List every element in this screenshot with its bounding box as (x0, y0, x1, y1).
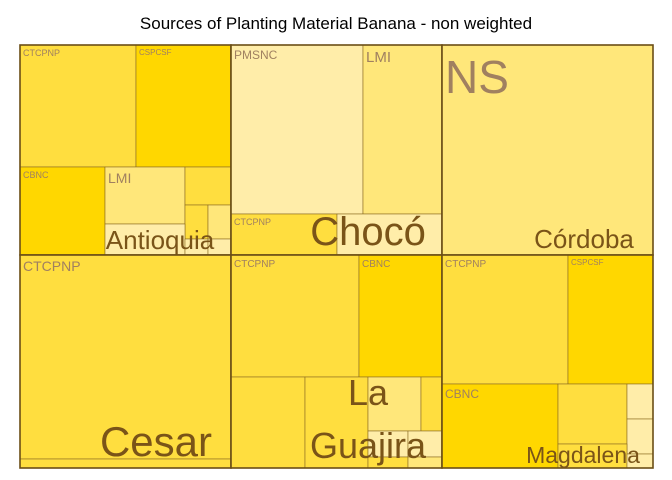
treemap-cell (367, 430, 409, 458)
cell-label: CTCPNP (23, 258, 81, 274)
group-border (441, 254, 654, 469)
treemap-group-la-guajira: CTCPNP CBNC (230, 254, 443, 469)
cell-label: CTCPNP (445, 259, 486, 270)
treemap-cell (304, 376, 369, 469)
treemap-cell (407, 430, 443, 458)
treemap-cell (367, 376, 422, 432)
group-label: Chocó (310, 210, 426, 254)
treemap-cell (230, 254, 360, 378)
cell-label: CBNC (362, 259, 390, 270)
group-label: Cesar (100, 418, 212, 465)
cell-label: CTCPNP (23, 48, 60, 58)
cell-label: LMI (366, 49, 391, 66)
treemap-cell (557, 383, 628, 445)
cell-label: CTCPNP (234, 217, 271, 227)
treemap-cell (19, 44, 137, 168)
treemap-cell (362, 44, 443, 215)
cell-label: CBNC (445, 387, 479, 401)
treemap-cell (230, 376, 306, 469)
group-label: Antioquia (106, 225, 215, 255)
treemap-group-cesar: CTCPNP (19, 254, 232, 469)
treemap-cell (135, 44, 232, 168)
treemap-cell (358, 254, 443, 378)
cell-label: CSPCSF (571, 258, 604, 267)
treemap-cell (626, 383, 654, 420)
cell-label: PMSNC (234, 48, 278, 62)
treemap-cell (104, 223, 186, 256)
treemap-cell (19, 166, 106, 256)
cell-label: LMI (108, 170, 131, 186)
treemap-cell (230, 44, 364, 215)
treemap-cell (420, 376, 443, 432)
group-label: Córdoba (534, 224, 634, 254)
cell-label: CBNC (23, 170, 49, 180)
chart-title: Sources of Planting Material Banana - no… (139, 14, 533, 33)
treemap-cell (19, 254, 232, 460)
treemap-cell (336, 213, 443, 256)
treemap-group-antioquia: CTCPNP CSPCSF CBNC LMI (19, 44, 232, 256)
treemap-cell (441, 44, 654, 256)
group-label: La Guajira (310, 372, 427, 466)
cell-label: CSPCSF (139, 48, 172, 57)
treemap-cell (184, 166, 232, 206)
group-label: Magdalena (526, 442, 640, 468)
treemap-group-choc: PMSNC LMI CTCPNP (230, 44, 443, 256)
treemap-cell (441, 383, 559, 469)
treemap-group-c-rdoba: NS (441, 44, 654, 256)
treemap-group-magdalena: CTCPNP CSPCSF CBNC (441, 254, 654, 469)
treemap-cell (441, 254, 569, 385)
treemap-cell (567, 254, 654, 385)
cell-label: CTCPNP (234, 259, 275, 270)
cell-label: NS (445, 51, 509, 103)
